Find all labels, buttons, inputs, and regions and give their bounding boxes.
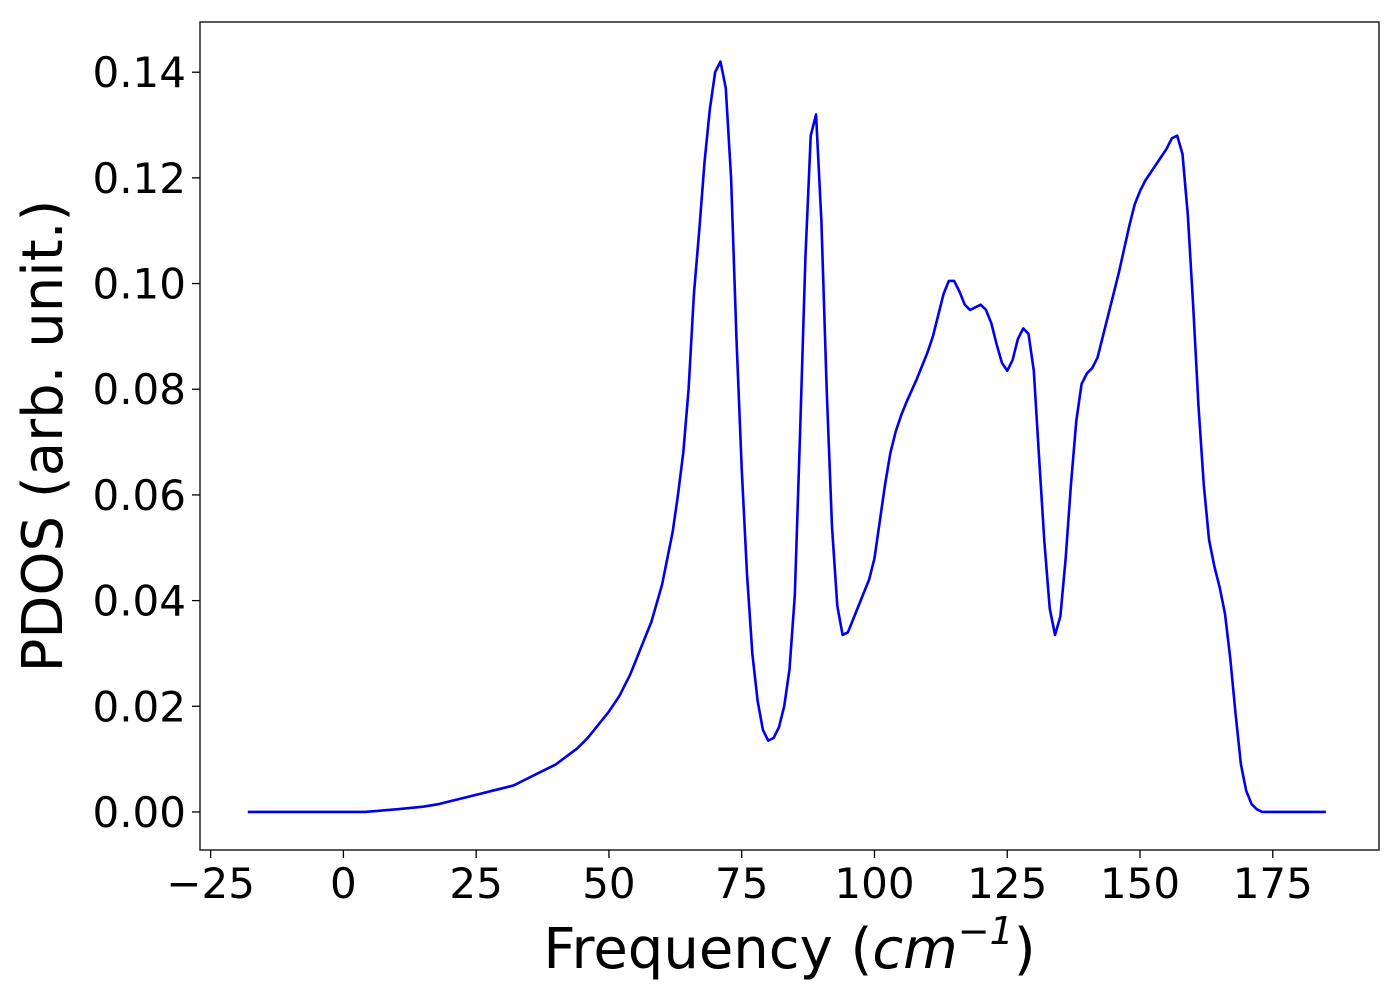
x-tick-label: 25	[449, 859, 502, 908]
series-line	[247, 60, 1326, 814]
x-axis-label-unit: cm	[872, 917, 957, 982]
x-tick-label: 125	[967, 859, 1047, 908]
y-tick-label: 0.10	[92, 260, 186, 309]
x-tick-label: 175	[1233, 859, 1313, 908]
y-axis-label: PDOS (arb. unit.)	[11, 200, 76, 673]
y-tick-label: 0.08	[92, 365, 186, 414]
x-axis-label-text: Frequency	[543, 917, 832, 982]
y-axis-ticks: 0.00 0.02 0.04 0.06 0.08 0.10 0.12 0.14	[92, 48, 200, 837]
x-tick-label: 150	[1100, 859, 1180, 908]
x-tick-label: 100	[834, 859, 914, 908]
x-axis-label-exponent: −1	[958, 909, 1014, 953]
y-tick-label: 0.14	[92, 48, 186, 97]
x-tick-label: −25	[166, 859, 255, 908]
y-tick-label: 0.04	[92, 577, 186, 626]
plot-frame	[199, 21, 1380, 851]
y-tick-label: 0.02	[92, 682, 186, 731]
x-tick-label: 75	[715, 859, 768, 908]
y-tick-label: 0.00	[92, 788, 186, 837]
y-tick-label: 0.06	[92, 471, 186, 520]
x-tick-label: 50	[582, 859, 635, 908]
y-tick-label: 0.12	[92, 154, 186, 203]
x-axis-ticks: −25 0 25 50 75 100 125 150 175	[166, 850, 1313, 908]
x-axis-label-close: )	[1014, 917, 1036, 982]
x-axis-label: Frequency (cm−1)	[543, 909, 1035, 982]
x-tick-label: 0	[330, 859, 357, 908]
